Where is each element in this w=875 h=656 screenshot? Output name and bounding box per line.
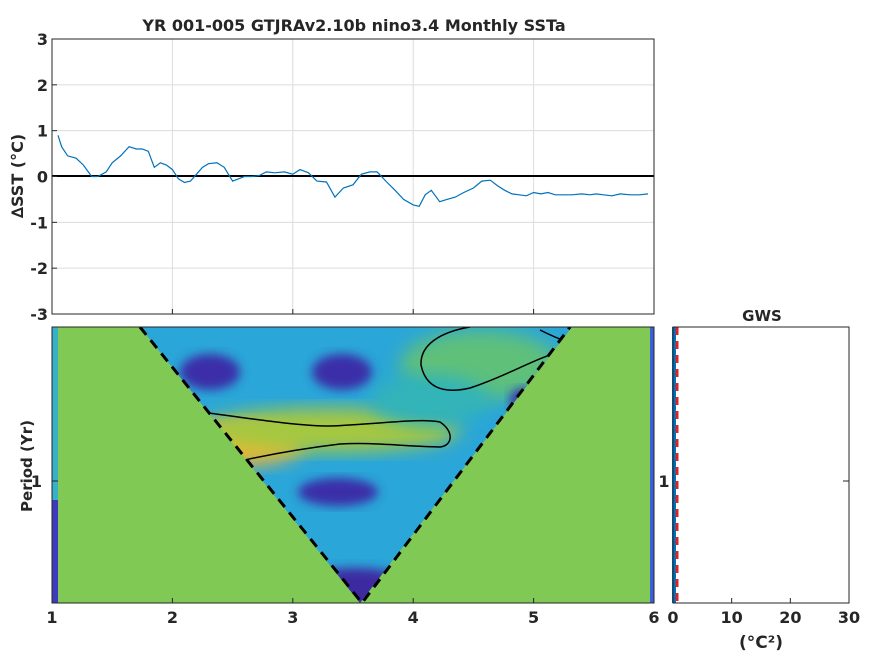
contour-band	[169, 407, 451, 469]
gws-xtick-label: 10	[721, 608, 743, 627]
heatmap-xtick-label: 1	[46, 608, 57, 627]
sst-ylabel: ∆SST (°C)	[8, 134, 27, 218]
heatmap-ylabel: Period (Yr)	[18, 420, 36, 512]
ytick-label: -1	[30, 213, 48, 232]
ytick-label: 3	[37, 30, 48, 49]
heatmap-blob-teal	[370, 375, 490, 425]
heatmap-ytick-label: 1	[31, 472, 42, 491]
cone-of-influence	[138, 327, 572, 603]
heatmap-xtick-label: 4	[408, 608, 419, 627]
heatmap-right-edge	[650, 327, 654, 603]
heatmap-xtick-label: 6	[648, 608, 659, 627]
sst-series	[57, 135, 649, 207]
heatmap-blob-dark-mid	[312, 354, 372, 390]
gws-xtick-label: 20	[779, 608, 801, 627]
sst-yticks: -3 -2 -1 0 1 2 3	[30, 30, 57, 324]
gws-xticks: 0 10 20 30	[667, 598, 860, 627]
gws-xlabel: (°C²)	[739, 633, 783, 653]
heatmap-xticks: 1 2 3 4 5 6	[46, 598, 660, 627]
gws-axes-background	[673, 327, 849, 603]
heatmap-left-edge-low	[52, 500, 58, 603]
heatmap-axes-box	[51, 326, 655, 604]
ytick-label: -2	[30, 259, 48, 278]
gws-xtick-label: 0	[667, 608, 678, 627]
heatmap-xtick-label: 2	[167, 608, 178, 627]
gws-axes-box	[672, 326, 850, 604]
heatmap-xtick-label: 5	[528, 608, 539, 627]
gws-title: GWS	[742, 307, 782, 325]
heatmap-blob-dark-left	[180, 354, 240, 390]
sst-xticks	[171, 309, 535, 314]
ytick-label: 2	[37, 76, 48, 95]
ytick-label: -3	[30, 305, 48, 324]
wavelet-panel: 1 2 3 4 5 6 1 Period (Yr)	[18, 326, 660, 627]
chart-title: YR 001-005 GTJRAv2.10b nino3.4 Monthly S…	[141, 16, 565, 35]
ytick-label: 0	[37, 168, 48, 187]
heatmap-xtick-label: 3	[287, 608, 298, 627]
gws-ytick-label: 1	[658, 472, 669, 491]
heatmap-left-edge	[52, 327, 58, 603]
gws-xtick-label: 30	[838, 608, 860, 627]
heatmap-blob-dark-lower	[298, 478, 378, 506]
heatmap-cone	[140, 327, 572, 603]
ytick-label: 1	[37, 122, 48, 141]
gws-panel: GWS 1 0 10 20 30 (°C²)	[658, 307, 860, 653]
sst-timeseries-panel: -3 -2 -1 0 1 2 3 ∆SST (°C)	[8, 30, 655, 324]
sst-series-line	[57, 135, 649, 207]
